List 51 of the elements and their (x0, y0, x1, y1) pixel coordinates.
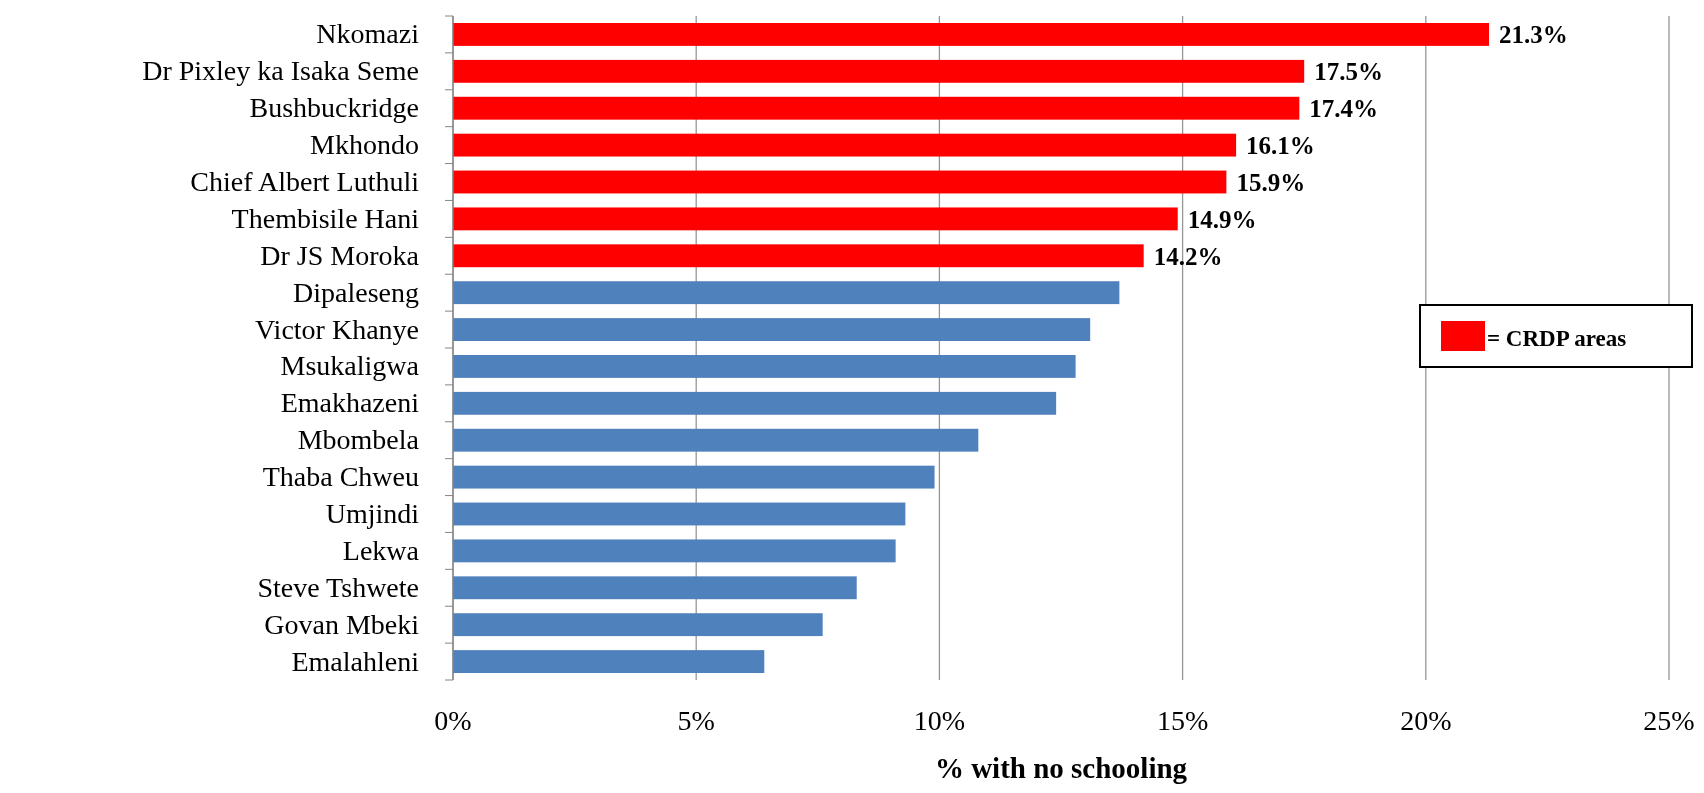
y-tick-label: Emakhazeni (280, 387, 420, 419)
data-label: 16.1% (1246, 132, 1315, 160)
bar (453, 281, 1120, 305)
x-tick-label: 10% (913, 705, 966, 736)
x-tick-label: 0% (434, 705, 472, 736)
bar (453, 244, 1144, 268)
y-tick-label: Mkhondo (310, 129, 419, 161)
x-axis-title: % with no schooling (934, 752, 1188, 784)
data-label: 17.5% (1314, 58, 1383, 86)
data-label: 14.9% (1187, 205, 1257, 233)
bar (453, 59, 1305, 83)
data-label: 21.3% (1499, 21, 1568, 49)
y-tick-label: Chief Albert Luthuli (190, 166, 420, 197)
bar (453, 318, 1091, 341)
y-tick-label: Dr Pixley ka Isaka Seme (142, 55, 419, 87)
x-tick-label: 25% (1643, 705, 1695, 736)
bar (453, 465, 935, 489)
y-tick-label: Victor Khanye (255, 313, 419, 345)
bar (453, 539, 896, 563)
y-tick-label: Emalahleni (291, 645, 420, 677)
bar (453, 428, 979, 452)
bar (453, 576, 857, 600)
x-tick-label: 5% (677, 705, 715, 736)
bar (453, 96, 1300, 120)
y-tick-label: Dr JS Moroka (260, 239, 420, 271)
y-tick-label: Nkomazi (316, 18, 420, 50)
bar (453, 391, 1057, 415)
y-tick-label: Steve Tshwete (257, 571, 419, 603)
bar (453, 207, 1178, 231)
bar (453, 133, 1237, 157)
y-tick-label: Umjindi (325, 498, 420, 529)
bar (453, 355, 1076, 378)
y-tick-label: Lekwa (342, 534, 420, 566)
bar (453, 23, 1490, 46)
y-tick-label: Govan Mbeki (264, 608, 420, 640)
legend-label: = CRDP areas (1487, 326, 1627, 351)
data-label: 14.2% (1153, 242, 1223, 270)
x-tick-label: 15% (1156, 705, 1209, 736)
y-tick-label: Dipaleseng (293, 276, 419, 308)
y-tick-label: Thaba Chweu (262, 461, 419, 493)
bar (453, 502, 906, 526)
x-tick-label: 20% (1400, 705, 1452, 736)
y-tick-label: Thembisile Hani (231, 202, 420, 234)
bar (453, 613, 823, 637)
bar (453, 170, 1227, 194)
bar (453, 650, 765, 673)
data-label: 17.4% (1309, 95, 1379, 123)
y-tick-label: Bushbuckridge (249, 92, 419, 124)
y-tick-label: Msukaligwa (280, 350, 420, 382)
y-tick-label: Mbombela (297, 424, 420, 456)
data-label: 15.9% (1236, 169, 1306, 196)
